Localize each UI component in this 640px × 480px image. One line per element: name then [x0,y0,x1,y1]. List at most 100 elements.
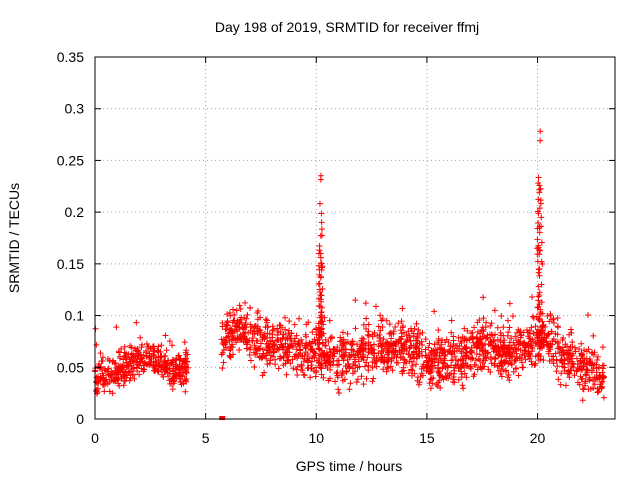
data-point [233,307,240,314]
data-point [348,346,355,353]
data-point [550,353,557,360]
data-point [325,353,332,360]
data-point [94,385,101,392]
data-point [578,340,585,347]
data-point [360,321,367,328]
data-point [557,381,564,388]
data-point [390,340,397,347]
data-point [444,369,451,376]
data-point [529,345,536,352]
data-point [433,381,440,388]
data-point [451,353,458,360]
data-point [274,325,281,332]
y-tick-label: 0.35 [57,49,84,65]
data-point [517,347,524,354]
data-point [131,375,138,382]
data-point [549,337,556,344]
data-point [357,343,364,350]
data-point [354,351,361,358]
data-point [348,351,355,358]
data-point [261,369,268,376]
data-point [237,305,244,312]
data-point [489,332,496,339]
data-point [538,223,545,230]
data-point [318,226,325,233]
data-point [451,379,458,386]
data-point [227,346,234,353]
data-point [93,341,100,348]
data-point [301,372,308,379]
data-point [582,372,589,379]
data-point [406,358,413,365]
data-point [264,334,271,341]
data-point [153,361,160,368]
data-point [168,360,175,367]
data-point [562,341,569,348]
data-point [227,354,234,361]
data-point [593,376,600,383]
data-point [308,365,315,372]
data-point [395,359,402,366]
data-point [343,367,350,374]
data-point [257,353,264,360]
data-point [593,361,600,368]
data-point [169,386,176,393]
data-point [267,337,274,344]
data-point [535,334,542,341]
data-point [130,365,137,372]
data-point [150,362,157,369]
data-point [358,373,365,380]
data-point [377,312,384,319]
data-point [512,333,519,340]
data-point [536,251,543,258]
data-point [319,339,326,346]
data-point [353,379,360,386]
data-point [125,351,132,358]
data-point [382,340,389,347]
data-point [544,342,551,349]
data-point [330,345,337,352]
data-point [536,289,543,296]
data-point [460,385,467,392]
data-point [435,337,442,344]
data-point [270,353,277,360]
data-point [166,338,173,345]
data-point [459,382,466,389]
data-point [257,314,264,321]
data-point [342,363,349,370]
data-point [251,322,258,329]
data-point [475,355,482,362]
y-tick-label: 0.2 [65,204,85,220]
data-point [218,351,225,358]
data-point [488,320,495,327]
data-point [257,331,264,338]
data-point [537,128,544,135]
data-point [115,370,122,377]
data-point [536,272,543,279]
data-point [286,318,293,325]
data-point [590,332,597,339]
data-point [505,329,512,336]
data-point [219,323,226,330]
data-point [498,313,505,320]
data-point [500,324,507,331]
data-point [111,360,118,367]
data-point [383,317,390,324]
data-point [166,370,173,377]
data-point [364,354,371,361]
data-point [571,372,578,379]
data-point [325,338,332,345]
data-point [530,314,537,321]
data-point [530,330,537,337]
data-point [434,349,441,356]
data-point [457,356,464,363]
data-point [418,370,425,377]
data-point [312,325,319,332]
data-point [521,352,528,359]
data-point [237,316,244,323]
data-point [162,332,169,339]
data-point [123,359,130,366]
data-point [307,374,314,381]
data-point [529,313,536,320]
data-point [477,364,484,371]
